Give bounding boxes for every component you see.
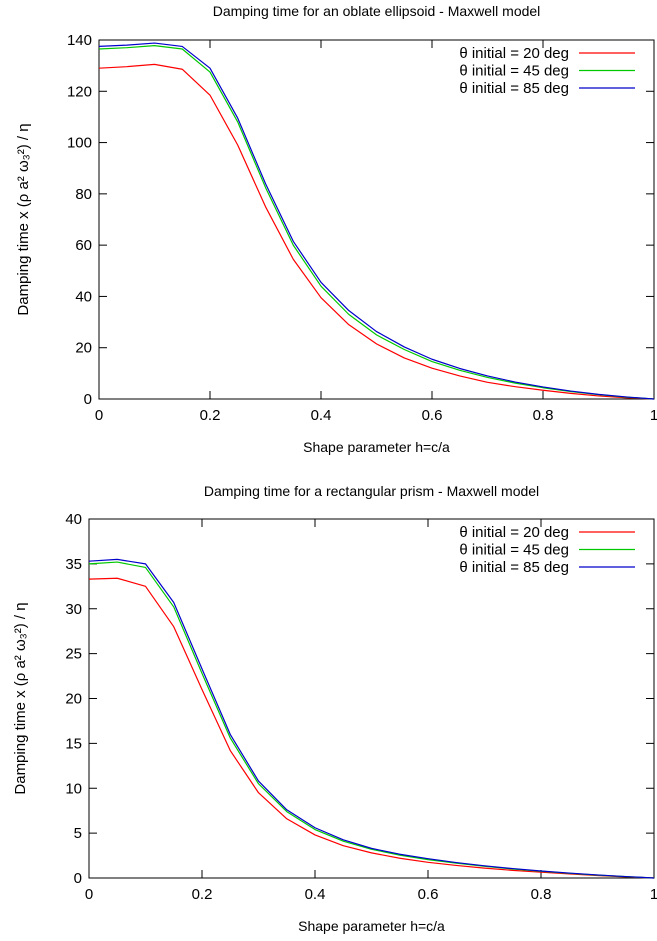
y-tick-label: 10 — [65, 780, 82, 797]
x-tick-label: 0.6 — [418, 886, 439, 903]
x-tick-label: 0 — [85, 886, 93, 903]
series-line-3 — [88, 558, 655, 879]
x-tick-label: 1 — [650, 407, 657, 424]
y-tick-label: 35 — [65, 556, 82, 573]
x-tick-label: 0.2 — [192, 886, 213, 903]
y-tick-label: 80 — [75, 186, 92, 203]
series-line-3 — [98, 42, 655, 400]
series-line-2 — [98, 45, 655, 400]
x-tick-label: 0.8 — [533, 407, 554, 424]
chart-title: Damping time for a rectangular prism - M… — [204, 483, 539, 499]
legend-label-2: θ initial = 45 deg — [459, 542, 569, 559]
x-tick-label: 0.8 — [531, 886, 552, 903]
x-tick-label: 0.4 — [311, 407, 332, 424]
series-line-1 — [98, 63, 655, 400]
y-tick-label: 25 — [65, 646, 82, 663]
chart-oblate-ellipsoid: Damping time for an oblate ellipsoid - M… — [15, 3, 657, 455]
plot-frame — [88, 518, 655, 879]
x-tick-label: 0.2 — [200, 407, 221, 424]
x-tick-label: 0.6 — [422, 407, 443, 424]
y-tick-label: 40 — [65, 511, 82, 528]
x-axis-label: Shape parameter h=c/a — [298, 918, 445, 934]
y-tick-label: 140 — [67, 32, 92, 49]
legend-label-1: θ initial = 20 deg — [459, 45, 569, 62]
y-tick-label: 0 — [74, 870, 82, 887]
y-tick-label: 60 — [75, 237, 92, 254]
series-line-2 — [88, 561, 655, 879]
chart-title: Damping time for an oblate ellipsoid - M… — [213, 3, 541, 19]
series-line-1 — [88, 577, 655, 879]
y-tick-label: 100 — [67, 135, 92, 152]
chart-rectangular-prism: Damping time for a rectangular prism - M… — [12, 483, 657, 934]
x-tick-label: 0 — [95, 407, 103, 424]
y-tick-label: 20 — [65, 691, 82, 708]
y-tick-label: 5 — [74, 825, 82, 842]
x-tick-label: 0.4 — [305, 886, 326, 903]
y-tick-label: 40 — [75, 288, 92, 305]
y-tick-label: 15 — [65, 735, 82, 752]
y-tick-label: 0 — [84, 391, 92, 408]
x-axis-label: Shape parameter h=c/a — [303, 439, 450, 455]
y-axis-label: Damping time x (ρ a² ω₃²) / η — [15, 123, 32, 315]
plot-frame — [98, 39, 655, 400]
y-tick-label: 20 — [75, 340, 92, 357]
y-tick-label: 30 — [65, 601, 82, 618]
x-tick-label: 1 — [650, 886, 657, 903]
legend-label-1: θ initial = 20 deg — [459, 524, 569, 541]
legend-label-2: θ initial = 45 deg — [459, 63, 569, 80]
legend-label-3: θ initial = 85 deg — [459, 559, 569, 576]
legend-label-3: θ initial = 85 deg — [459, 80, 569, 97]
y-tick-label: 120 — [67, 83, 92, 100]
y-axis-label: Damping time x (ρ a² ω₃²) / η — [12, 602, 29, 794]
